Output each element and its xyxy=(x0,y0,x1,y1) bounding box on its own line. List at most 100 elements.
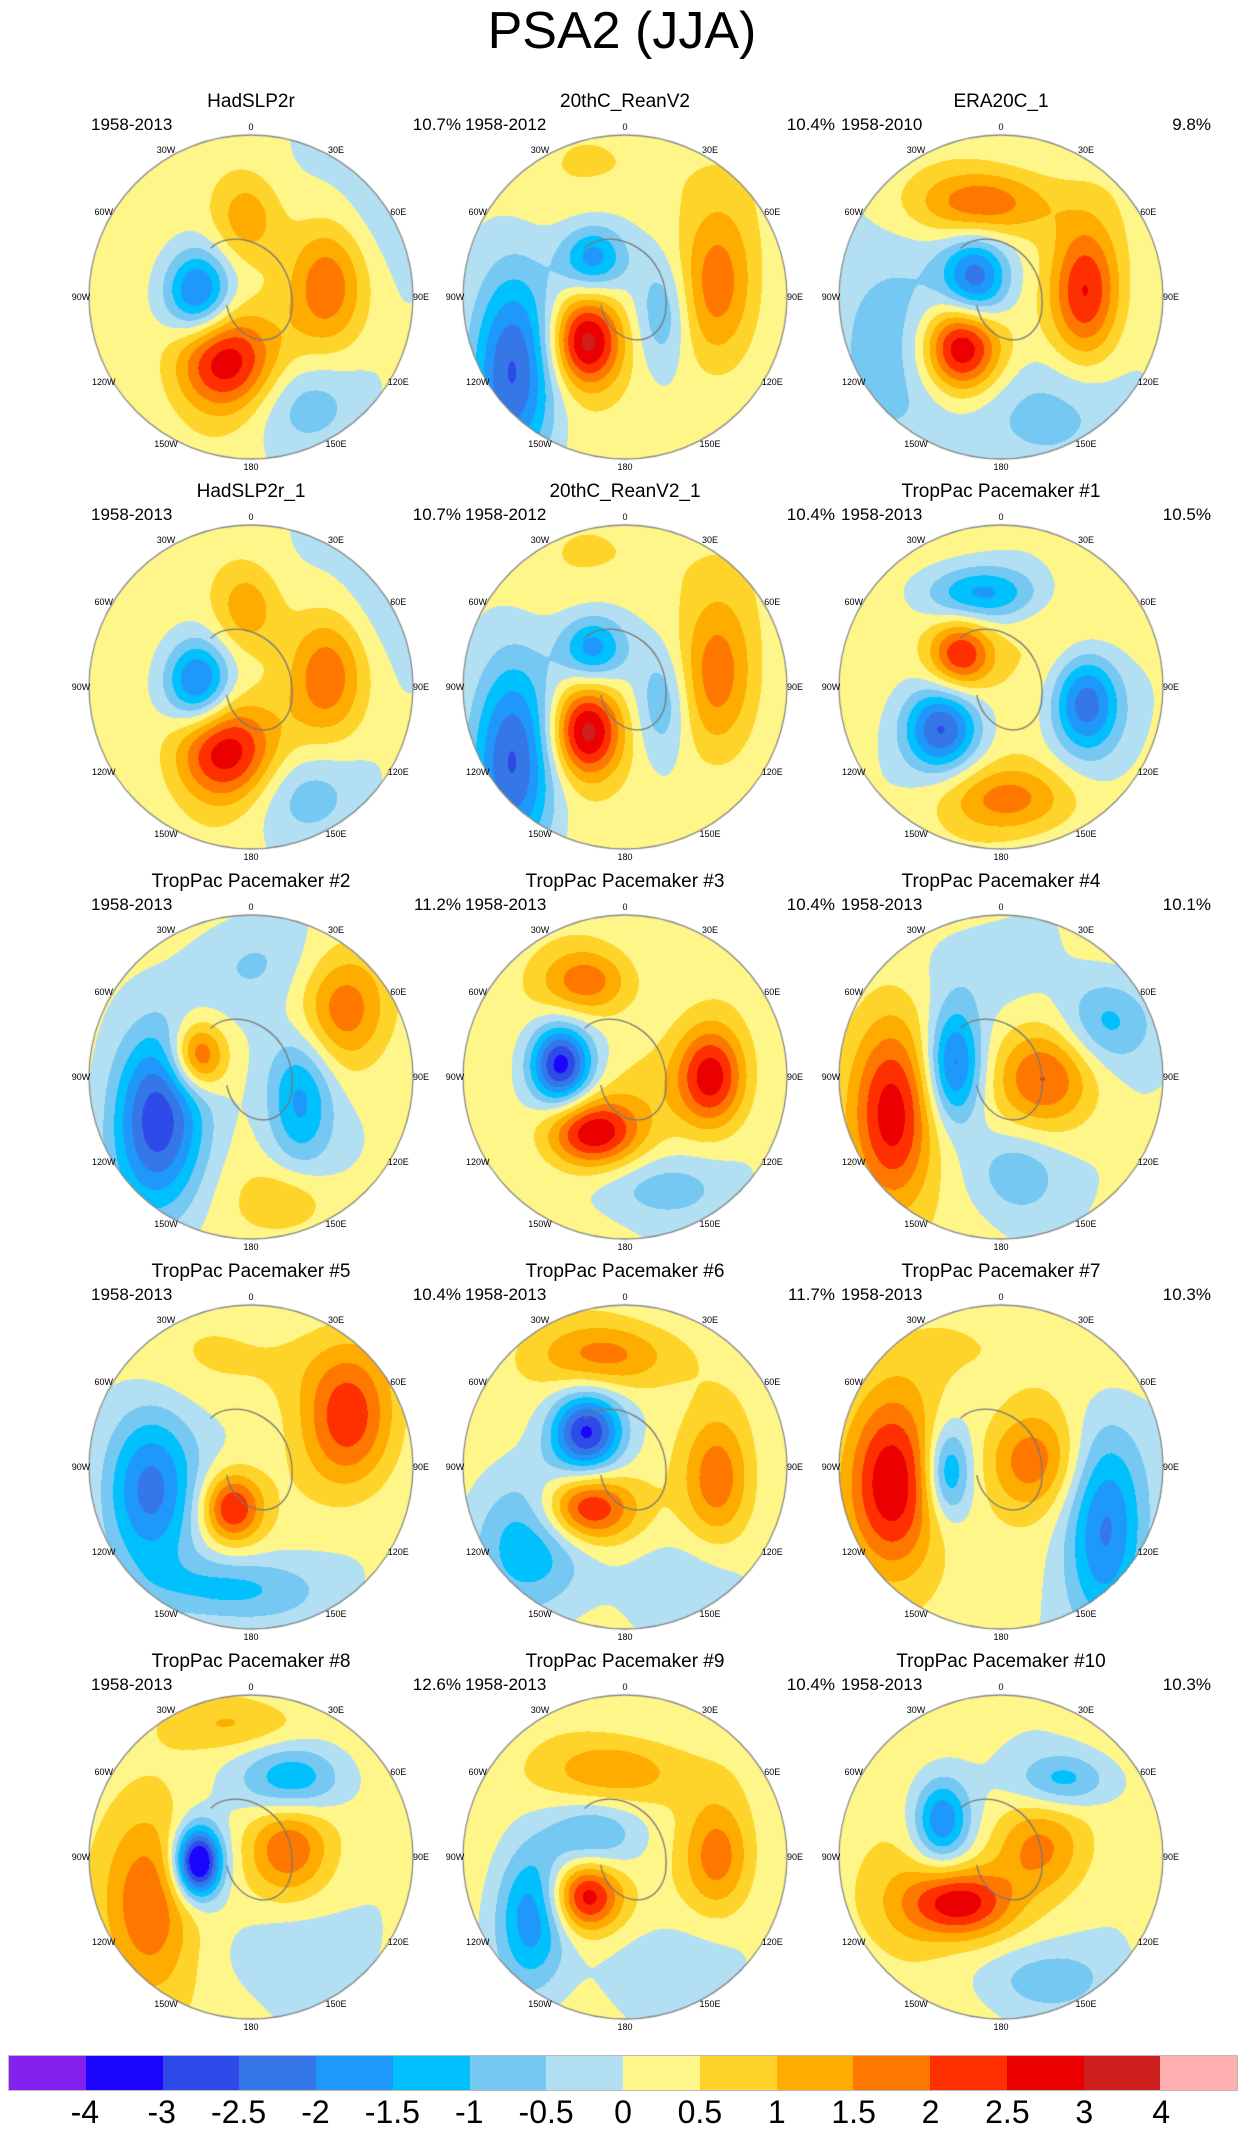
panel-title: TropPac Pacemaker #8 xyxy=(151,1651,351,1672)
longitude-label: 60W xyxy=(844,1377,864,1387)
panel-variance-percent: 10.5% xyxy=(1162,505,1211,524)
panel-years: 1958-2013 xyxy=(91,895,173,914)
longitude-label: 150W xyxy=(154,1219,178,1230)
longitude-label: 60W xyxy=(94,207,114,217)
longitude-label: 60E xyxy=(764,597,781,607)
colorbar-swatch xyxy=(239,2056,316,2090)
colorbar-swatch xyxy=(1083,2056,1161,2090)
longitude-label: 60W xyxy=(468,1767,488,1777)
longitude-label: 180 xyxy=(993,2022,1009,2032)
map-panel: TropPac Pacemaker #10 1958-2013 10.3% 0 30… xyxy=(814,1651,1211,2047)
longitude-label: 30W xyxy=(156,924,176,935)
longitude-label: 60E xyxy=(1140,597,1157,607)
longitude-label: 60W xyxy=(844,207,864,217)
longitude-label: 90E xyxy=(412,1852,430,1862)
panel-title: TropPac Pacemaker #7 xyxy=(901,1261,1101,1282)
longitude-label: 150E xyxy=(1075,1999,1097,2010)
longitude-label: 90W xyxy=(71,292,91,302)
longitude-label: 90E xyxy=(1162,1462,1180,1472)
longitude-label: 150E xyxy=(1075,1219,1097,1230)
longitude-label: 90W xyxy=(445,1852,465,1862)
contour-map xyxy=(837,523,1165,851)
longitude-label: 30E xyxy=(1077,1704,1095,1715)
colorbar-tick-label: 4 xyxy=(1152,2094,1171,2130)
longitude-label: 120W xyxy=(466,1547,490,1557)
longitude-label: 120W xyxy=(466,767,490,777)
longitude-label: 60E xyxy=(1140,207,1157,217)
longitude-label: 180 xyxy=(993,1242,1009,1252)
longitude-label: 30E xyxy=(327,144,345,155)
longitude-label: 150W xyxy=(528,1999,552,2010)
longitude-label: 30W xyxy=(906,924,926,935)
longitude-label: 150W xyxy=(154,1999,178,2010)
longitude-label: 180 xyxy=(617,462,633,472)
longitude-label: 120W xyxy=(842,767,866,777)
longitude-label: 30E xyxy=(327,924,345,935)
panel-variance-percent: 10.1% xyxy=(1162,895,1211,914)
panel-years: 1958-2013 xyxy=(841,1285,923,1304)
longitude-label: 60E xyxy=(390,987,407,997)
longitude-label: 30E xyxy=(701,534,719,545)
longitude-label: 180 xyxy=(617,852,633,862)
panel-years: 1958-2013 xyxy=(841,505,923,524)
longitude-label: 120E xyxy=(761,1547,783,1557)
panel-title: TropPac Pacemaker #2 xyxy=(151,871,351,892)
longitude-label: 90E xyxy=(412,292,430,302)
longitude-label: 0 xyxy=(622,512,628,522)
longitude-label: 90W xyxy=(821,1852,841,1862)
longitude-label: 90E xyxy=(1162,1852,1180,1862)
panel-variance-percent: 10.4% xyxy=(786,895,835,914)
longitude-label: 150E xyxy=(325,829,347,840)
longitude-label: 60E xyxy=(1140,1767,1157,1777)
contour-map xyxy=(837,913,1165,1241)
longitude-label: 150E xyxy=(1075,439,1097,450)
map-panel: TropPac Pacemaker #1 1958-2013 10.5% 0 30E… xyxy=(814,481,1211,877)
colorbar-tick-label: -3 xyxy=(147,2094,176,2130)
longitude-label: 60E xyxy=(390,1767,407,1777)
longitude-label: 60W xyxy=(94,1377,114,1387)
contour-map xyxy=(87,1303,415,1631)
longitude-label: 180 xyxy=(993,1632,1009,1642)
panel-variance-percent: 10.4% xyxy=(786,1675,835,1694)
panel-years: 1958-2013 xyxy=(465,1675,547,1694)
map-panel: TropPac Pacemaker #4 1958-2013 10.1% 0 30E… xyxy=(814,871,1211,1267)
panel-variance-percent: 10.4% xyxy=(786,115,835,134)
longitude-label: 0 xyxy=(248,1292,254,1302)
longitude-label: 30E xyxy=(327,1704,345,1715)
longitude-label: 30E xyxy=(1077,534,1095,545)
longitude-label: 180 xyxy=(243,2022,259,2032)
longitude-label: 0 xyxy=(998,512,1004,522)
longitude-label: 30W xyxy=(530,1704,550,1715)
map-panel: TropPac Pacemaker #9 1958-2013 10.4% 0 30E… xyxy=(438,1651,835,2047)
longitude-label: 120E xyxy=(761,1157,783,1167)
colorbar xyxy=(8,2055,1238,2091)
longitude-label: 120E xyxy=(1137,1157,1159,1167)
map-panel: ERA20C_1 1958-2010 9.8% 0 30E 60E 90E 120E 150… xyxy=(814,91,1211,487)
colorbar-swatch xyxy=(776,2056,854,2090)
longitude-label: 150E xyxy=(325,1219,347,1230)
longitude-label: 180 xyxy=(243,1632,259,1642)
longitude-label: 150W xyxy=(528,829,552,840)
longitude-label: 150E xyxy=(699,1999,721,2010)
longitude-label: 150W xyxy=(154,829,178,840)
longitude-label: 0 xyxy=(622,1682,628,1692)
colorbar-swatch xyxy=(392,2056,470,2090)
longitude-label: 120W xyxy=(466,1937,490,1947)
colorbar-tick-label: 0 xyxy=(614,2094,632,2130)
contour-map xyxy=(87,133,415,461)
contour-map xyxy=(87,1693,415,2021)
panel-title: TropPac Pacemaker #4 xyxy=(901,871,1101,892)
panel-years: 1958-2013 xyxy=(91,115,173,134)
longitude-label: 150W xyxy=(528,1219,552,1230)
longitude-label: 30W xyxy=(530,1314,550,1325)
panel-years: 1958-2013 xyxy=(465,1285,547,1304)
colorbar-tick-label: 3 xyxy=(1075,2094,1094,2130)
panel-title: 20thC_ReanV2 xyxy=(560,91,690,112)
longitude-label: 30W xyxy=(906,534,926,545)
longitude-label: 150W xyxy=(904,439,928,450)
panel-years: 1958-2012 xyxy=(465,115,547,134)
contour-map xyxy=(461,1693,789,2021)
longitude-label: 60E xyxy=(1140,987,1157,997)
longitude-label: 90W xyxy=(71,1852,91,1862)
longitude-label: 30E xyxy=(1077,144,1095,155)
